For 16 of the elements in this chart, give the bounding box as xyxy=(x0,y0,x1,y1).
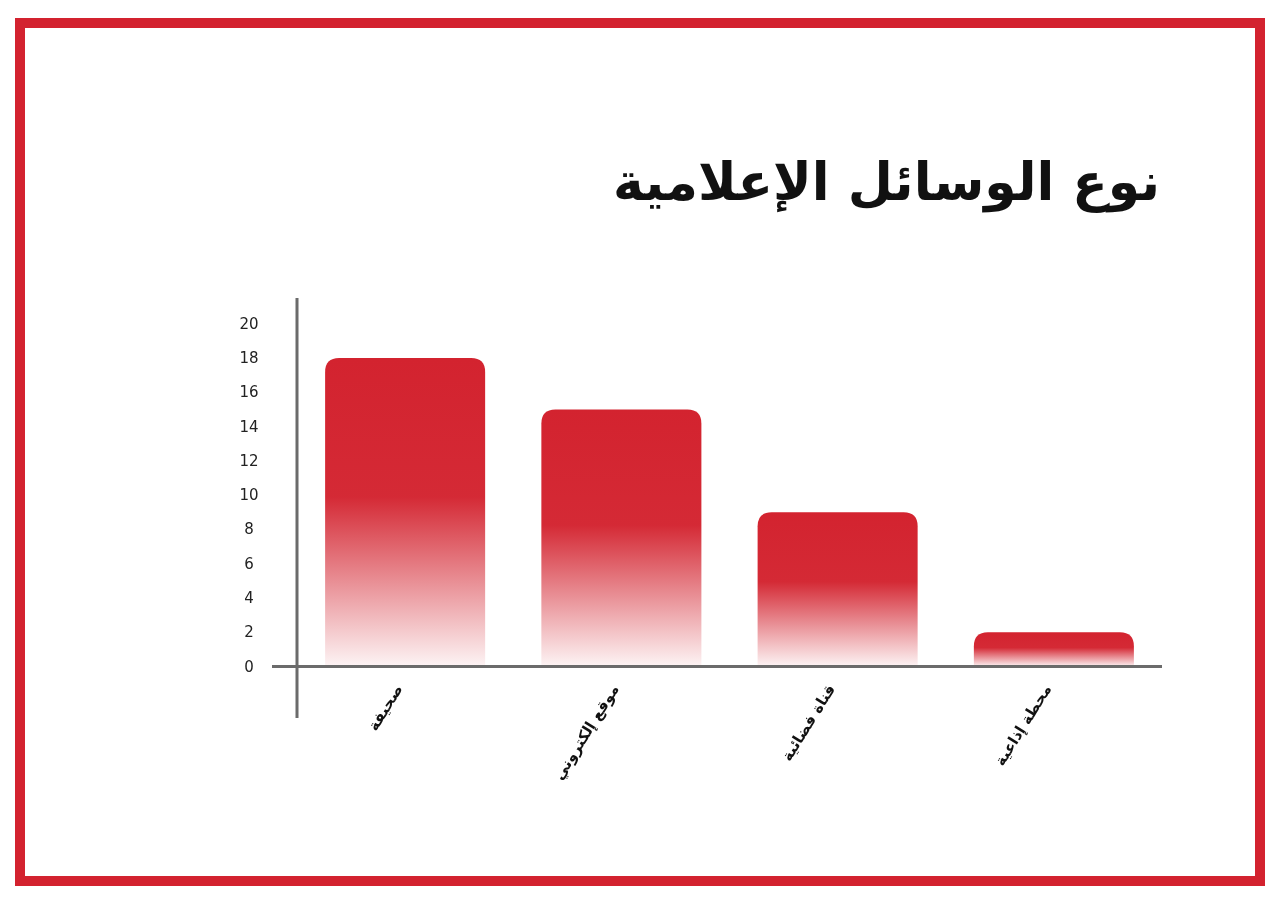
y-tick-label: 18 xyxy=(239,349,259,367)
y-tick-label: 2 xyxy=(244,623,254,642)
y-tick-label: 4 xyxy=(244,589,254,607)
x-tick-label: موقع إلكتروني xyxy=(549,681,623,784)
y-tick-label: 16 xyxy=(239,383,259,402)
y-tick-label: 6 xyxy=(244,554,254,573)
y-tick-label: 12 xyxy=(239,451,259,470)
y-tick-label: 20 xyxy=(239,314,259,333)
y-tick-label: 0 xyxy=(244,657,254,676)
y-tick-label: 10 xyxy=(239,486,259,505)
title: نوع الوسائل الإعلامية xyxy=(613,152,1160,212)
y-tick-label: 14 xyxy=(239,417,259,436)
x-tick-label: قناة فضائية xyxy=(777,681,839,765)
y-tick-label: 8 xyxy=(244,520,254,539)
x-tick-label: محطة إذاعية xyxy=(991,681,1056,770)
x-tick-label: صحيفة xyxy=(364,681,407,735)
